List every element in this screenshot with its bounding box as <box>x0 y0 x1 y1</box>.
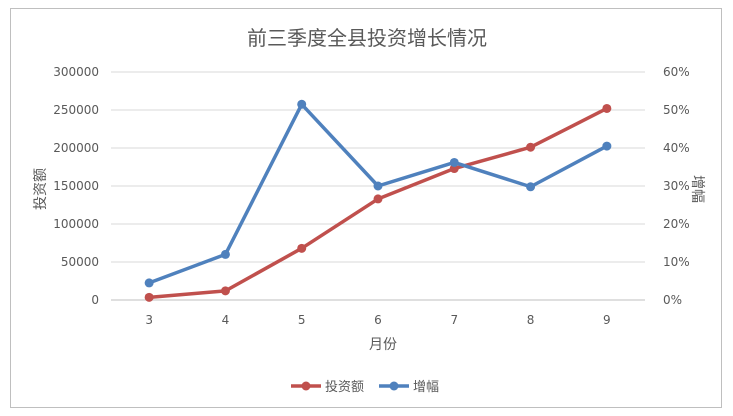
legend-item: 增幅 <box>379 380 439 395</box>
series-lines <box>144 99 612 302</box>
chart-title: 前三季度全县投资增长情况 <box>247 26 487 50</box>
y2-tick-label: 30% <box>663 179 690 193</box>
legend-label: 增幅 <box>413 380 439 395</box>
y2-axis-title: 增幅 <box>689 175 705 203</box>
y-tick-label: 250000 <box>53 103 99 117</box>
data-point <box>373 194 383 204</box>
data-point <box>526 182 536 192</box>
x-axis-ticks: 3 4 5 6 7 8 9 <box>145 313 610 327</box>
y-tick-label: 100000 <box>53 217 99 231</box>
x-tick-label: 9 <box>603 313 611 327</box>
data-point <box>602 141 612 151</box>
x-tick-label: 8 <box>527 313 535 327</box>
y2-tick-label: 60% <box>663 65 690 79</box>
legend-item: 投资额 <box>291 379 364 395</box>
x-tick-label: 4 <box>222 313 230 327</box>
data-point <box>220 286 230 296</box>
y-tick-label: 300000 <box>53 65 99 79</box>
y-axis-right-ticks: 0% 10% 20% 30% 40% 50% 60% <box>663 65 690 307</box>
y-tick-label: 150000 <box>53 179 99 193</box>
data-point <box>526 142 536 152</box>
data-point <box>449 157 459 167</box>
data-point <box>297 99 307 109</box>
data-point <box>602 103 612 113</box>
y2-tick-label: 40% <box>663 141 690 155</box>
data-point <box>144 292 154 302</box>
y-tick-label: 200000 <box>53 141 99 155</box>
y2-tick-label: 50% <box>663 103 690 117</box>
y-axis-title: 投资额 <box>33 168 49 210</box>
data-point <box>373 181 383 191</box>
legend-marker <box>301 381 311 391</box>
y2-tick-label: 20% <box>663 217 690 231</box>
x-axis-title: 月份 <box>369 337 397 353</box>
chart-frame: 前三季度全县投资增长情况 0 50000 100000 150000 200000 250… <box>10 8 722 408</box>
data-point <box>297 243 307 253</box>
y-tick-label: 50000 <box>61 255 99 269</box>
legend-label: 投资额 <box>325 379 364 395</box>
data-point <box>220 249 230 259</box>
line-chart: 前三季度全县投资增长情况 0 50000 100000 150000 200000 250… <box>33 26 705 395</box>
y-tick-label: 0 <box>91 293 99 307</box>
x-tick-label: 5 <box>298 313 306 327</box>
x-tick-label: 3 <box>145 313 153 327</box>
data-point <box>144 278 154 288</box>
x-tick-label: 7 <box>450 313 458 327</box>
y-axis-left-ticks: 0 50000 100000 150000 200000 250000 300000 <box>53 65 99 307</box>
legend-marker <box>389 381 399 391</box>
y2-tick-label: 10% <box>663 255 690 269</box>
y2-tick-label: 0% <box>663 293 682 307</box>
series-line-1 <box>147 102 609 285</box>
x-tick-label: 6 <box>374 313 382 327</box>
legend: 投资额 增幅 <box>291 379 439 395</box>
